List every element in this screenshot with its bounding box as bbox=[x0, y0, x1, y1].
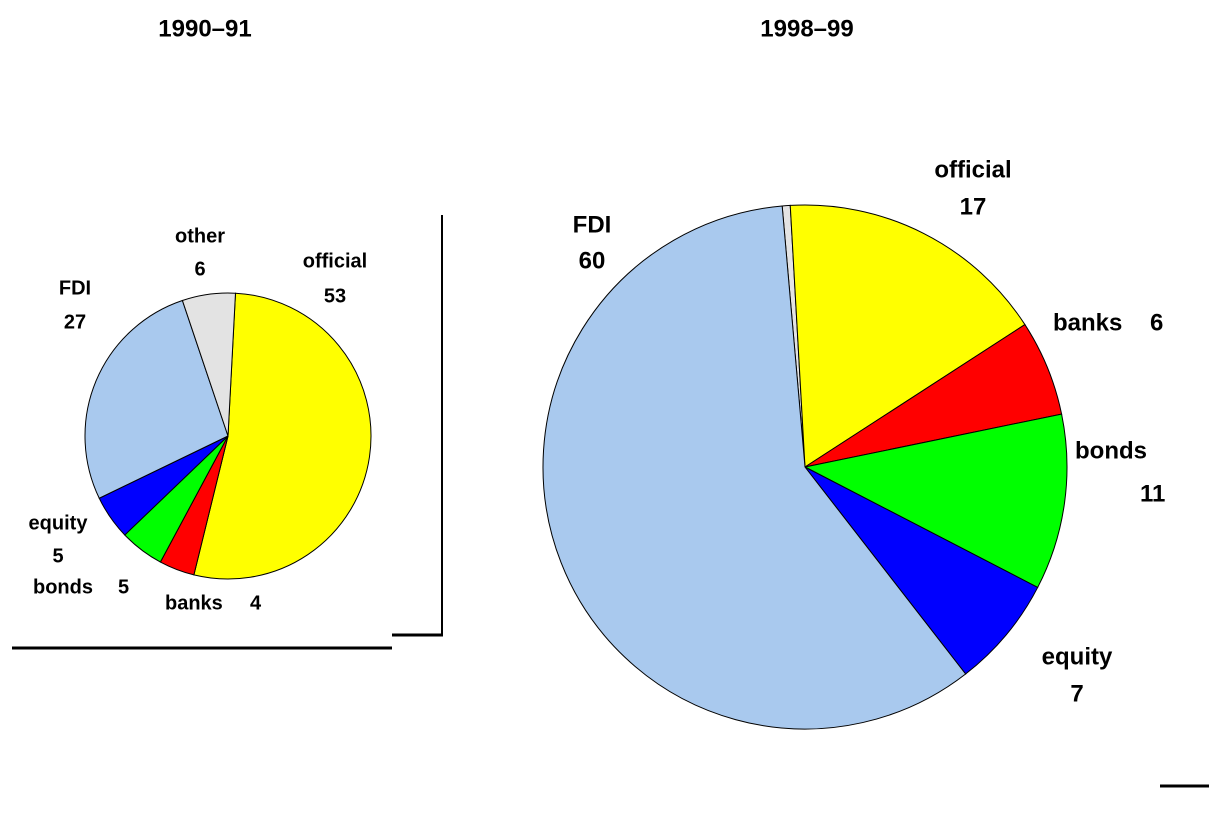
slice-value: 27 bbox=[64, 311, 86, 333]
slice-value: 7 bbox=[1070, 680, 1083, 707]
pie-slice bbox=[789, 204, 1026, 468]
slice-value: 5 bbox=[118, 576, 129, 598]
pie-slice bbox=[542, 205, 967, 730]
slice-label: banks bbox=[165, 592, 223, 614]
slice-value: 4 bbox=[250, 592, 262, 614]
slice-value: 17 bbox=[960, 193, 987, 220]
pie-slice bbox=[803, 413, 1068, 589]
pie-slice bbox=[804, 466, 1039, 675]
slice-label: official bbox=[934, 156, 1011, 183]
chart-title: 1998–99 bbox=[760, 15, 853, 42]
slice-value: 5 bbox=[52, 545, 63, 567]
slice-label: official bbox=[303, 250, 367, 272]
slice-label: equity bbox=[1042, 643, 1113, 670]
slice-label: equity bbox=[29, 512, 89, 534]
slice-label: other bbox=[175, 225, 225, 247]
slice-value: 6 bbox=[194, 258, 205, 280]
pie-slice bbox=[181, 292, 237, 437]
slice-value: 6 bbox=[1150, 309, 1163, 336]
slice-label: FDI bbox=[573, 211, 612, 238]
slice-label: banks bbox=[1053, 309, 1122, 336]
slice-value: 53 bbox=[324, 285, 346, 307]
slice-label: bonds bbox=[33, 576, 93, 598]
chart-title: 1990–91 bbox=[158, 15, 251, 42]
pie-slice bbox=[193, 292, 372, 580]
slice-value: 60 bbox=[579, 247, 606, 274]
slice-label: FDI bbox=[59, 277, 91, 299]
slice-label: bonds bbox=[1075, 437, 1147, 464]
slice-value: 11 bbox=[1140, 480, 1165, 507]
pie-slice bbox=[84, 299, 229, 499]
